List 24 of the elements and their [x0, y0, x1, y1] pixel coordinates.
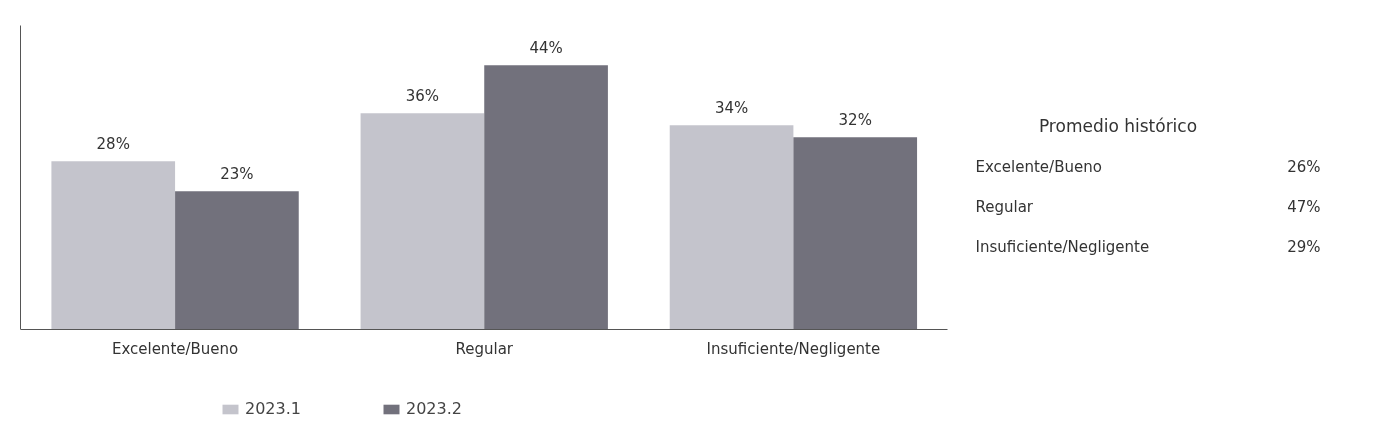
bar [793, 137, 918, 330]
category-label: Regular [975, 197, 1034, 216]
data-label: 44% [529, 39, 563, 58]
bar [51, 161, 176, 330]
legend-label: 2023.2 [405, 399, 462, 418]
x-tick-label: Excelente/Bueno [111, 340, 239, 359]
bar [669, 125, 794, 330]
bar [484, 65, 608, 330]
data-label: 28% [96, 135, 130, 154]
data-label: 34% [714, 99, 749, 118]
legend-label: 2023.1 [245, 399, 301, 418]
text: 26% [1287, 157, 1321, 176]
category-label: Insuficiente/Negligente [975, 237, 1150, 256]
bar [175, 191, 299, 330]
text: 47% [1287, 197, 1321, 216]
text: Promedio histórico [1038, 115, 1198, 136]
x-tick-label: Regular [455, 340, 514, 359]
category-label: Excelente/Bueno [975, 157, 1102, 176]
data-label: 23% [220, 165, 254, 184]
text: 29% [1287, 237, 1321, 256]
data-label: 36% [405, 87, 440, 106]
x-tick-label: Insuficiente/Negligente [706, 340, 881, 359]
bar [360, 113, 485, 330]
data-label: 32% [838, 111, 872, 130]
